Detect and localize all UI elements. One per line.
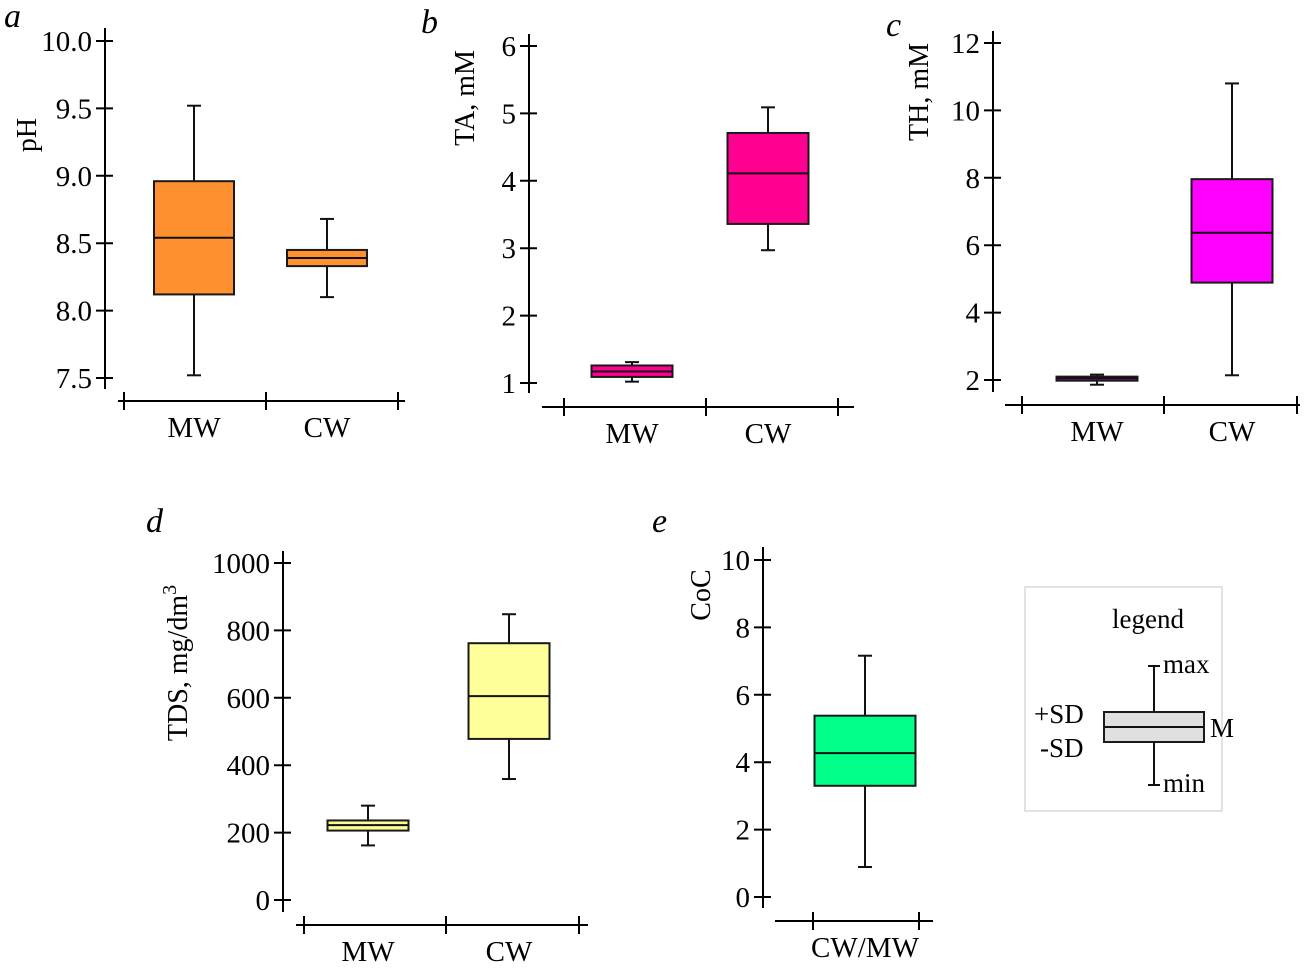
y-tick-label: 7.5 bbox=[56, 363, 92, 395]
legend-mean-label: M bbox=[1210, 713, 1234, 743]
y-tick-label: 800 bbox=[227, 615, 271, 647]
box-mw bbox=[590, 361, 674, 383]
y-tick-label: 6 bbox=[966, 230, 981, 262]
y-tick-label: 5 bbox=[502, 98, 517, 130]
y-tick-label: 6 bbox=[502, 31, 517, 63]
y-axis-title-superscript: 3 bbox=[159, 585, 181, 595]
y-tick-label: 200 bbox=[227, 818, 271, 850]
x-category-label: CW bbox=[486, 936, 533, 968]
box-cw-mw bbox=[813, 654, 917, 869]
box-cw bbox=[726, 106, 810, 252]
legend: legend max min +SD -SD M bbox=[1024, 586, 1234, 812]
panel-letter: e bbox=[652, 503, 667, 540]
y-tick-label: 10 bbox=[951, 95, 980, 127]
y-tick-label: 10 bbox=[721, 545, 750, 577]
panel-letter: c bbox=[886, 7, 901, 44]
y-tick-label: 4 bbox=[966, 298, 981, 330]
y-tick-label: 1000 bbox=[212, 548, 270, 580]
legend-minus-sd-label: -SD bbox=[1040, 733, 1084, 763]
y-axis-title-text: TA, mM bbox=[450, 50, 481, 146]
y-tick-label: 6 bbox=[736, 680, 751, 712]
y-tick-label: 4 bbox=[736, 747, 751, 779]
box-cw bbox=[1190, 82, 1274, 377]
panel-letter: a bbox=[4, 0, 21, 35]
y-tick-label: 8 bbox=[736, 612, 751, 644]
panel-a: a pH 10.0 9.5 9.0 8.5 8.0 7.5 MW CW bbox=[4, 0, 405, 444]
panel-b: b TA, mM 6 5 4 3 2 1 MW CW bbox=[421, 4, 854, 450]
y-tick-label: 1 bbox=[502, 368, 517, 400]
box-mw bbox=[153, 104, 235, 377]
panel-letter: d bbox=[146, 503, 164, 540]
x-category-label: CW bbox=[745, 418, 792, 450]
y-tick-label: 8.0 bbox=[56, 296, 92, 328]
y-axis-title-text: CoC bbox=[686, 569, 717, 620]
y-axis-title-text: TH, mM bbox=[904, 43, 935, 141]
y-tick-label: 3 bbox=[502, 233, 517, 265]
sd-box bbox=[726, 131, 810, 225]
y-tick-label: 9.5 bbox=[56, 93, 92, 125]
x-category-label: CW bbox=[304, 412, 351, 444]
y-tick-label: 12 bbox=[951, 28, 980, 60]
y-axis-title-text: pH bbox=[12, 118, 43, 152]
legend-plus-sd-label: +SD bbox=[1034, 699, 1084, 729]
y-tick-label: 0 bbox=[256, 885, 271, 917]
y-axis-title: TDS, mg/dm3 bbox=[159, 585, 194, 741]
sd-box bbox=[813, 714, 917, 787]
x-category-label: CW bbox=[1209, 416, 1256, 448]
legend-frame bbox=[1024, 586, 1223, 812]
box-cw bbox=[286, 217, 368, 299]
x-category-label: CW/MW bbox=[811, 932, 920, 964]
legend-max-label: max bbox=[1163, 649, 1210, 679]
y-tick-label: 600 bbox=[227, 683, 271, 715]
y-tick-label: 8.5 bbox=[56, 228, 92, 260]
x-category-label: MW bbox=[1070, 416, 1124, 448]
y-tick-label: 2 bbox=[736, 815, 751, 847]
y-tick-label: 2 bbox=[502, 301, 517, 333]
sd-box bbox=[467, 642, 551, 740]
y-axis-title-text: TDS, mg/dm bbox=[163, 595, 194, 741]
y-tick-label: 10.0 bbox=[41, 26, 92, 58]
panel-letter: b bbox=[421, 4, 438, 41]
y-axis-title: TH, mM bbox=[904, 43, 935, 141]
panel-d: d TDS, mg/dm3 1000 800 600 400 200 0 MW CW bbox=[146, 503, 588, 968]
y-tick-label: 8 bbox=[966, 163, 981, 195]
legend-min-label: min bbox=[1163, 768, 1206, 798]
y-tick-label: 400 bbox=[227, 750, 271, 782]
x-category-label: MW bbox=[167, 412, 221, 444]
y-axis-title: pH bbox=[12, 118, 43, 152]
legend-title: legend bbox=[1112, 604, 1184, 634]
sd-box bbox=[1190, 178, 1274, 284]
box-mw bbox=[1055, 373, 1139, 386]
x-category-label: MW bbox=[605, 418, 659, 450]
y-tick-label: 4 bbox=[502, 166, 517, 198]
y-axis-title: CoC bbox=[686, 569, 717, 620]
panel-c: cTH, mM 12 10 8 6 4 2 MW CW bbox=[886, 7, 1300, 448]
x-category-label: MW bbox=[341, 936, 395, 968]
box-mw bbox=[326, 804, 410, 847]
y-tick-label: 9.0 bbox=[56, 161, 92, 193]
y-axis-title: TA, mM bbox=[450, 50, 481, 146]
y-tick-label: 2 bbox=[966, 365, 981, 397]
box-cw bbox=[467, 613, 551, 781]
y-tick-label: 0 bbox=[736, 882, 751, 914]
